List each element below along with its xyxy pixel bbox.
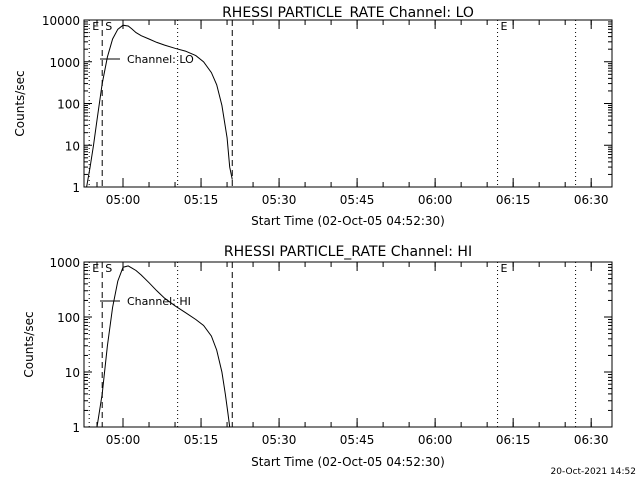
x-tick-label: 05:45 bbox=[340, 193, 375, 207]
x-tick-label: 05:00 bbox=[106, 193, 141, 207]
lo-channel-panel: RHESSI PARTICLE_RATE Channel: LO 1 10 100 10… bbox=[13, 5, 613, 228]
marker-label: E bbox=[501, 20, 508, 33]
y-tick-label: 10000 bbox=[42, 14, 80, 28]
y-tick-label: 1000 bbox=[49, 56, 80, 70]
chart-title: RHESSI PARTICLE_RATE Channel: HI bbox=[224, 244, 472, 260]
legend-label: Channel: HI bbox=[127, 295, 191, 308]
x-tick-label: 05:00 bbox=[106, 433, 141, 447]
chart-title: RHESSI PARTICLE_RATE Channel: LO bbox=[222, 5, 474, 21]
x-tick-label: 05:30 bbox=[262, 433, 297, 447]
y-tick-label: 1000 bbox=[49, 256, 80, 270]
x-tick-label: 05:30 bbox=[262, 193, 297, 207]
y-axis-label: Counts/sec bbox=[22, 311, 36, 377]
y-tick-label: 1 bbox=[72, 421, 80, 435]
x-axis-label: Start Time (02-Oct-05 04:52:30) bbox=[251, 214, 445, 228]
marker-label: E bbox=[92, 20, 99, 33]
marker-label: E bbox=[92, 262, 99, 275]
marker-label: E bbox=[501, 262, 508, 275]
y-axis-label: Counts/sec bbox=[13, 70, 27, 136]
y-tick-label: 100 bbox=[57, 98, 80, 112]
series-line bbox=[86, 24, 233, 188]
y-tick-label: 100 bbox=[57, 311, 80, 325]
x-tick-label: 06:00 bbox=[418, 433, 453, 447]
x-tick-label: 06:00 bbox=[418, 193, 453, 207]
x-tick-label: 05:15 bbox=[184, 193, 219, 207]
timestamp-label: 20-Oct-2021 14:52 bbox=[551, 467, 636, 477]
marker-label: S bbox=[105, 262, 112, 275]
y-tick-label: 1 bbox=[72, 181, 80, 195]
y-tick-label: 10 bbox=[65, 139, 80, 153]
series-line bbox=[96, 265, 231, 428]
x-axis-label: Start Time (02-Oct-05 04:52:30) bbox=[251, 455, 445, 469]
x-tick-label: 06:30 bbox=[574, 193, 609, 207]
axes-frame bbox=[83, 261, 613, 428]
x-tick-label: 06:15 bbox=[496, 193, 531, 207]
x-tick-label: 06:30 bbox=[574, 433, 609, 447]
x-tick-label: 05:45 bbox=[340, 433, 375, 447]
hi-channel-panel: RHESSI PARTICLE_RATE Channel: HI 1 10 100 10… bbox=[22, 244, 613, 469]
marker-label: S bbox=[105, 20, 112, 33]
legend-label: Channel: LO bbox=[127, 53, 194, 66]
x-tick-label: 05:15 bbox=[184, 433, 219, 447]
x-tick-label: 06:15 bbox=[496, 433, 531, 447]
y-tick-label: 10 bbox=[65, 366, 80, 380]
